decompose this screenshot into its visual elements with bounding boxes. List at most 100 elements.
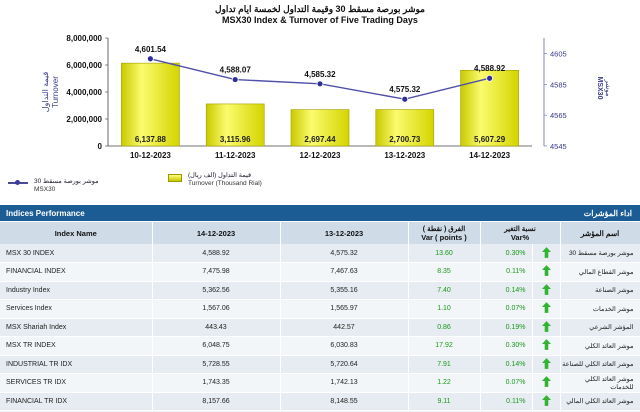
- value-date2: 8,148.55: [280, 392, 409, 411]
- change-percent: 0.30%: [480, 244, 533, 263]
- arrow-up-icon: [541, 246, 551, 258]
- chart-svg: 0 2,000,000 4,000,000 6,000,000 8,000,000 454…: [41, 34, 611, 160]
- legend-bar-label: Turnover (Thousand Rial): [188, 180, 262, 187]
- table-row: INDUSTRIAL TR IDX 5,728.55 5,720.64 7.91 0.1…: [0, 355, 640, 374]
- value-date2: 5,720.64: [280, 355, 409, 374]
- change-percent: 0.19%: [480, 318, 533, 337]
- line-value-label: 4,588.92: [474, 64, 506, 73]
- change-percent: 0.07%: [480, 373, 533, 393]
- value-date2: 1,565.97: [280, 299, 409, 319]
- chart-title: MSX30 Index & Turnover of Five Trading D…: [222, 15, 418, 25]
- y2-tick-label: 4605: [550, 49, 567, 58]
- value-date2: 442.57: [280, 318, 409, 337]
- index-name-arabic: موشر العائد الكلي: [560, 336, 640, 356]
- line-value-label: 4,601.54: [135, 45, 167, 54]
- y2-axis-title-arabic: موشر: [604, 78, 611, 96]
- trend-cell: [532, 281, 561, 300]
- index-name: MSX 30 INDEX: [0, 244, 153, 263]
- change-points: 1.22: [408, 373, 481, 393]
- y-axis-title-arabic: قيمة التداول: [41, 72, 50, 113]
- value-date1: 4,588.92: [152, 244, 281, 263]
- trend-cell: [532, 373, 561, 393]
- value-date1: 443.43: [152, 318, 281, 337]
- y-tick-label: 8,000,000: [66, 34, 102, 43]
- change-percent: 0.14%: [480, 355, 533, 374]
- arrow-up-icon: [541, 320, 551, 332]
- indices-performance-section: Indices Performance اداء المؤشرات Index …: [0, 205, 640, 412]
- arrow-up-icon: [541, 339, 551, 351]
- bar: [205, 103, 265, 147]
- value-date2: 4,575.32: [280, 244, 409, 263]
- bar: [375, 109, 435, 147]
- trend-cell: [532, 355, 561, 374]
- bar-value-label: 6,137.88: [135, 135, 167, 144]
- index-name-arabic: موشر الصناعة: [560, 281, 640, 300]
- x-tick-label: 13-12-2023: [384, 151, 425, 160]
- col-header-pct: نسبة التغير Var%: [480, 222, 561, 244]
- index-name-arabic: موشر العائد الكلي للصناعة: [560, 355, 640, 374]
- value-date2: 7,467.63: [280, 262, 409, 282]
- series-line-msx30: [150, 58, 490, 100]
- table-row: Industry Index 5,362.56 5,355.16 7.40 0.14% م…: [0, 281, 640, 300]
- index-name: FIXED INCOME INDEX: [0, 410, 153, 412]
- line-point: [146, 55, 154, 63]
- chart-area: موشر بورصة مسقط 30 وقيمة التداول لخمسة ا…: [0, 0, 640, 203]
- y-tick-label: 0: [98, 142, 103, 151]
- table-header-row: Index Name 14-12-2023 13-12-2023 الفرق (…: [0, 222, 640, 244]
- value-date1: 5,362.56: [152, 281, 281, 300]
- legend-line-marker: [8, 180, 28, 185]
- banner-title: Indices Performance: [6, 209, 85, 218]
- col-header-name: Index Name: [0, 222, 153, 244]
- value-date2: 1,742.13: [280, 373, 409, 393]
- y2-tick-label: 4585: [550, 80, 567, 89]
- chart-title-arabic: موشر بورصة مسقط 30 وقيمة التداول لخمسة ا…: [215, 4, 425, 14]
- change-percent: 0.00%: [480, 410, 533, 412]
- arrow-up-icon: [541, 357, 551, 369]
- bar-value-label: 2,697.44: [304, 135, 336, 144]
- change-percent: 0.30%: [480, 336, 533, 356]
- arrow-up-icon: [541, 376, 551, 388]
- change-percent: 0.14%: [480, 281, 533, 300]
- index-name: Services Index: [0, 299, 153, 319]
- col-header-pct-label: Var%: [510, 232, 530, 242]
- value-date2: 5,355.16: [280, 281, 409, 300]
- trend-cell: [532, 410, 561, 412]
- change-points: 0.86: [408, 318, 481, 337]
- change-percent: 0.11%: [480, 392, 533, 411]
- change-percent: 0.11%: [480, 262, 533, 282]
- value-date2: 6,030.83: [280, 336, 409, 356]
- index-name: FINANCIAL INDEX: [0, 262, 153, 282]
- bar-value-label: 3,115.96: [220, 135, 251, 144]
- bar: [121, 62, 180, 147]
- col-header-diff-label: Var ( points ): [421, 232, 467, 242]
- legend-bar-marker: [168, 174, 182, 182]
- legend-bar-arabic: قيمة التداول (الف ريال): [188, 172, 252, 179]
- index-name-arabic: موشر القطاع المالي: [560, 262, 640, 282]
- value-date1: 5,728.55: [152, 355, 281, 374]
- index-name: INDUSTRIAL TR IDX: [0, 355, 153, 374]
- y2-tick-label: 4565: [550, 111, 567, 120]
- index-name-arabic: موشر الخدمات: [560, 299, 640, 319]
- indices-table: Index Name 14-12-2023 13-12-2023 الفرق (…: [0, 222, 640, 412]
- trend-cell: [532, 262, 561, 282]
- banner-title-arabic: اداء المؤشرات: [583, 209, 632, 218]
- change-points: 17.92: [408, 336, 481, 356]
- col-header-date1: 14-12-2023: [152, 222, 281, 244]
- table-row: FINANCIAL TR IDX 8,157.66 8,148.55 9.11 0.11…: [0, 392, 640, 411]
- index-name: MSX Shariah Index: [0, 318, 153, 337]
- index-name: MSX TR INDEX: [0, 336, 153, 356]
- y2-tick-label: 4545: [550, 142, 567, 151]
- line-point: [486, 74, 494, 82]
- line-value-label: 4,575.32: [389, 85, 421, 94]
- value-date1: 8,157.66: [152, 392, 281, 411]
- bar-value-label: 5,607.29: [474, 135, 506, 144]
- trend-cell: [532, 392, 561, 411]
- col-header-name-arabic: اسم المؤشر: [560, 222, 640, 244]
- change-points: 1.10: [408, 299, 481, 319]
- col-header-diff-arabic: الفرق ( نقطة ): [422, 225, 466, 233]
- line-point: [316, 80, 324, 88]
- table-row: FINANCIAL INDEX 7,475.98 7,467.63 8.35 0.11%…: [0, 262, 640, 282]
- y-axis-title: Turnover: [51, 76, 60, 108]
- value-date1: 991.33: [152, 410, 281, 412]
- value-date1: 1,743.35: [152, 373, 281, 393]
